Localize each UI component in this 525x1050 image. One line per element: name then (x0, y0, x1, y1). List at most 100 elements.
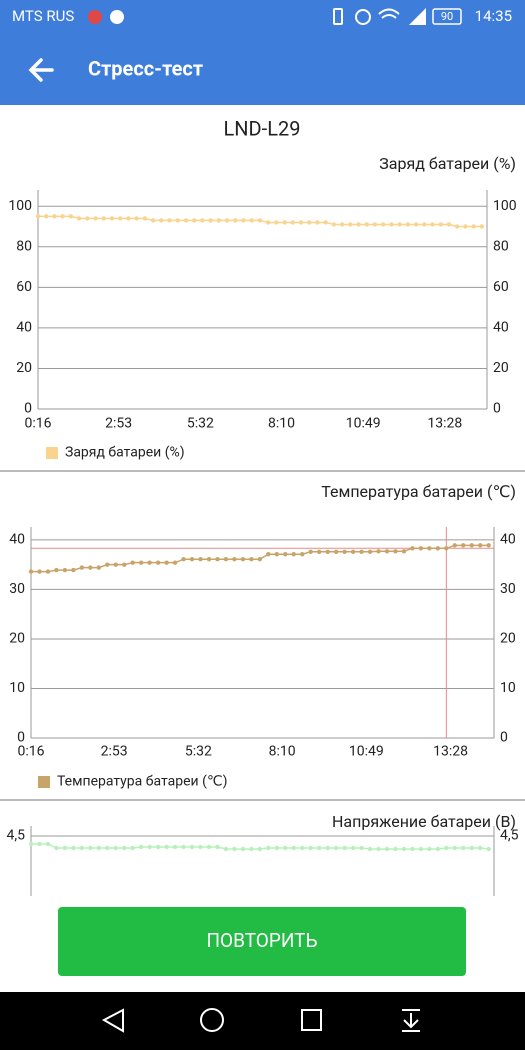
nav-home[interactable] (200, 1008, 224, 1032)
app-bar-bg (0, 0, 525, 105)
point (257, 846, 263, 852)
legend-swatch (46, 447, 58, 459)
point (418, 546, 424, 551)
point (300, 552, 305, 557)
point (71, 567, 76, 573)
point (325, 549, 330, 554)
point (452, 543, 457, 548)
point (183, 218, 189, 223)
point (339, 222, 345, 227)
point (257, 556, 263, 562)
carrier: MTS RUS (12, 7, 74, 25)
point (249, 846, 254, 852)
point (198, 844, 203, 850)
signal-icon (409, 8, 426, 25)
y2-tick-label: 40 (500, 532, 516, 548)
point (372, 222, 378, 227)
x-tick-label: 8:10 (269, 744, 296, 760)
point (215, 844, 220, 850)
point (478, 543, 483, 548)
point (486, 543, 491, 548)
point (479, 224, 485, 229)
point (198, 556, 203, 562)
point (486, 846, 491, 852)
repeat-button[interactable] (58, 907, 466, 976)
x-tick-label: 0:16 (25, 416, 52, 432)
point (461, 543, 466, 548)
x-tick-label: 0:16 (18, 744, 45, 760)
y-tick-label: 4,5 (7, 828, 26, 844)
point (266, 552, 271, 557)
point (138, 844, 144, 850)
point (240, 846, 246, 852)
point (79, 565, 85, 570)
point (478, 845, 483, 851)
point (381, 222, 386, 227)
app-title: Стресс-тест (88, 56, 203, 80)
point (422, 222, 427, 227)
point (435, 546, 441, 551)
nav-bar (0, 992, 525, 1050)
y2-tick-label: 100 (493, 198, 517, 214)
point (427, 546, 432, 551)
point (150, 218, 156, 223)
point (28, 841, 34, 847)
point (37, 841, 42, 847)
point (359, 845, 364, 851)
clock: 14:35 (475, 7, 512, 25)
nav-recent[interactable] (301, 1009, 322, 1031)
legend-label: Температура батареи (℃) (57, 774, 227, 790)
point (274, 845, 280, 851)
point (223, 846, 229, 852)
point (189, 844, 195, 850)
point (232, 846, 237, 852)
point (469, 543, 474, 548)
battery-icon (432, 8, 462, 25)
nav-back[interactable] (101, 1008, 124, 1033)
point (206, 844, 212, 850)
point (54, 845, 59, 851)
point (200, 218, 205, 223)
point (142, 216, 148, 221)
point (37, 569, 42, 574)
point (333, 845, 339, 851)
repeat-button-label[interactable]: ПОВТОРИТЬ (206, 929, 317, 952)
y-tick-label: 30 (9, 581, 25, 597)
x-tick-label: 5:32 (187, 416, 214, 432)
point (240, 556, 246, 562)
point (265, 220, 271, 225)
point (79, 845, 85, 851)
point (88, 845, 93, 851)
point (45, 841, 51, 847)
point (76, 216, 82, 221)
point (62, 845, 68, 851)
point (164, 560, 169, 565)
point (232, 556, 237, 562)
point (147, 844, 152, 850)
y-tick-label: 10 (9, 680, 25, 696)
y-tick-label: 40 (9, 532, 25, 548)
battery-level: 90 (441, 10, 453, 23)
point (410, 846, 415, 852)
point (435, 846, 441, 852)
point (430, 222, 435, 227)
point (249, 218, 254, 223)
point (315, 220, 320, 225)
point (300, 845, 305, 851)
point (316, 549, 322, 554)
nav-notifications[interactable] (402, 1009, 420, 1032)
point (159, 218, 164, 223)
point (364, 222, 369, 227)
point (469, 845, 474, 851)
point (463, 224, 468, 229)
point (60, 214, 65, 219)
back-button[interactable] (28, 58, 54, 82)
x-tick-label: 13:28 (427, 416, 462, 432)
point (101, 216, 106, 221)
point (126, 216, 131, 221)
point (138, 560, 144, 565)
chart-title: Заряд батареи (%) (379, 154, 516, 173)
point (471, 224, 476, 229)
y2-tick-label: 20 (500, 631, 516, 647)
